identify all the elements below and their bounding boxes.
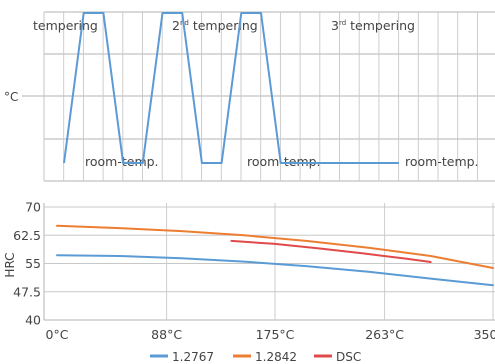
hardness-y-tick-labels: 70 62.5 55 47.5 40	[13, 200, 41, 328]
hardness-x-tick-label: 263°C	[365, 327, 404, 342]
legend-label-1.2842: 1.2842	[255, 350, 297, 364]
hardness-x-tick-label: 0°C	[46, 327, 69, 342]
annotation-room-temp-3: room-temp.	[405, 154, 479, 169]
annotation-tempering-3-suffix: rd	[339, 19, 346, 27]
annotation-tempering-3-word: tempering	[346, 18, 415, 33]
hardness-x-tick-labels: 0°C 88°C 175°C 263°C 350°C	[46, 327, 495, 342]
hardness-series	[56, 224, 494, 287]
legend: 1.2767 1.2842 DSC	[150, 350, 361, 364]
hardness-chart: HRC 70 62.5 55 47.5 40 0°C 88°C 175°C 263°C 350°…	[3, 200, 495, 342]
series-line-1.2767	[56, 254, 494, 287]
hardness-x-tick-label: 175°C	[256, 327, 295, 342]
series-line-DSC	[230, 239, 432, 263]
hardness-y-tick-label: 47.5	[13, 284, 41, 299]
hardness-x-tick-label: 350°C	[474, 327, 495, 342]
annotation-tempering-2-number: 2	[172, 18, 180, 33]
hardness-y-tick-label: 62.5	[13, 228, 41, 243]
hardness-grid	[43, 203, 495, 321]
profile-chart: °C tempering 2nd tempering 3rd tempering…	[4, 11, 495, 182]
annotation-room-temp-1: room-temp.	[85, 154, 159, 169]
profile-ylabel: °C	[4, 90, 18, 104]
annotation-tempering-3: 3rd tempering	[331, 18, 415, 33]
annotation-tempering-2-word: tempering	[189, 18, 258, 33]
hardness-ylabel: HRC	[3, 252, 17, 277]
annotation-tempering-3-number: 3	[331, 18, 339, 33]
legend-label-1.2767: 1.2767	[172, 350, 214, 364]
hardness-y-tick-label: 55	[25, 256, 41, 271]
hardness-x-tick-label: 88°C	[151, 327, 182, 342]
annotation-tempering-1: tempering	[33, 18, 98, 33]
legend-label-DSC: DSC	[336, 350, 361, 364]
profile-series-line	[63, 12, 399, 164]
annotation-room-temp-2: room-temp.	[247, 154, 321, 169]
hardness-y-tick-label: 40	[25, 313, 41, 328]
hardness-y-tick-label: 70	[25, 200, 41, 215]
profile-annotations: tempering 2nd tempering 3rd tempering ro…	[33, 18, 479, 169]
series-line-1.2842	[56, 224, 494, 269]
profile-vertical-gridlines	[43, 12, 478, 181]
